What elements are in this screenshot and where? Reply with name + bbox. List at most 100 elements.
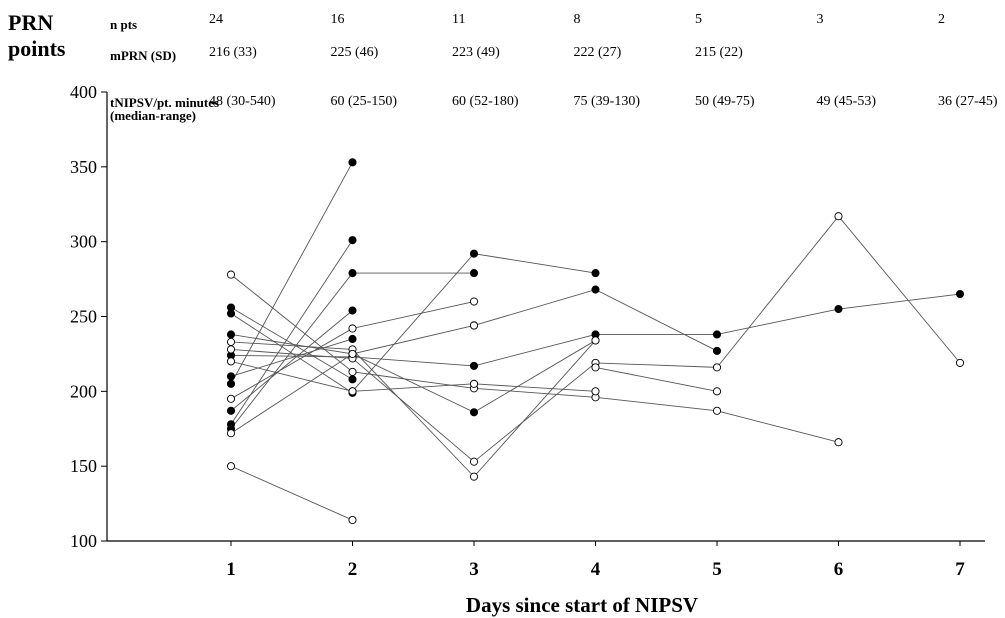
series-line-17 — [230, 360, 596, 392]
data-point-open — [712, 406, 722, 415]
data-point-filled — [834, 304, 843, 314]
series-line-12 — [230, 274, 839, 443]
data-point-open — [469, 379, 479, 388]
x-tick-label: 5 — [712, 559, 722, 580]
series-line-1 — [230, 162, 353, 385]
data-point-filled — [712, 330, 722, 339]
data-point-filled — [226, 303, 236, 312]
y-tick-label: 100 — [70, 531, 97, 551]
y-axis-title-line-2: points — [8, 36, 66, 61]
data-point-filled — [348, 236, 357, 245]
series-line-6 — [230, 313, 353, 394]
data-point-open — [469, 472, 479, 481]
row-label-n-pts: n pts — [110, 17, 138, 32]
data-point-open — [712, 387, 722, 396]
series-line-4 — [230, 310, 353, 412]
data-point-open — [348, 324, 357, 333]
data-point-open — [591, 336, 600, 345]
data-point-filled — [348, 158, 357, 167]
x-tick-label: 6 — [834, 559, 844, 580]
data-point-open — [348, 387, 357, 396]
x-axis-title: Days since start of NIPSV — [466, 593, 698, 617]
data-point-open — [226, 270, 236, 279]
table-cell: 8 — [573, 12, 581, 27]
data-point-open — [834, 438, 843, 447]
data-point-filled — [469, 249, 479, 258]
x-tick-label: 1 — [226, 559, 236, 580]
table-cell: 223 (49) — [452, 45, 500, 60]
row-label-tnipsv-text: tNIPSV/pt. minutes (median-range) — [110, 95, 220, 123]
data-point-open — [226, 429, 236, 438]
data-point-open — [469, 457, 479, 466]
data-point-open — [591, 387, 600, 396]
table-cell: 5 — [695, 12, 702, 27]
series-line-9 — [230, 334, 596, 413]
data-point-filled — [348, 269, 357, 278]
series-line-2 — [230, 239, 353, 425]
row-label-tnipsv: tNIPSV/pt. minutes (median-range) — [110, 96, 220, 122]
data-point-open — [591, 363, 600, 372]
y-tick-label: 400 — [70, 82, 97, 102]
y-axis-title: PRN points — [8, 10, 65, 62]
data-point-filled — [469, 408, 479, 417]
data-point-open — [226, 345, 236, 354]
series-line-19 — [595, 366, 718, 392]
data-point-open — [348, 515, 357, 525]
data-point-open — [469, 321, 479, 330]
table-cell: 215 (22) — [695, 45, 743, 60]
y-tick-label: 150 — [70, 456, 97, 476]
data-point-open — [955, 358, 965, 367]
y-axis-title-line-1: PRN — [8, 10, 54, 35]
data-point-filled — [469, 361, 479, 370]
series-line-8 — [230, 293, 961, 367]
x-tick-label: 4 — [591, 559, 601, 580]
data-point-open — [226, 394, 236, 403]
y-tick-label: 200 — [70, 381, 97, 401]
data-point-filled — [955, 289, 965, 299]
x-tick-label: 3 — [469, 559, 479, 580]
table-cell: 24 — [209, 12, 223, 27]
table-cell: 60 (52-180) — [452, 94, 519, 109]
data-point-open — [712, 363, 722, 372]
data-point-filled — [348, 334, 357, 344]
data-point-filled — [591, 269, 600, 278]
data-point-open — [834, 212, 843, 221]
data-point-filled — [226, 372, 236, 381]
x-tick-label: 2 — [348, 559, 358, 580]
data-point-filled — [348, 306, 357, 315]
data-point-filled — [348, 375, 357, 384]
table-cell: 2 — [938, 12, 945, 27]
table-cell: 49 (45-53) — [816, 94, 877, 109]
data-point-filled — [226, 379, 236, 388]
table-cell: 3 — [816, 12, 824, 27]
table-cell: 216 (33) — [209, 45, 257, 60]
table-cell: 16 — [330, 12, 345, 27]
y-tick-label: 300 — [70, 232, 97, 252]
data-point-filled — [226, 330, 236, 339]
data-point-open — [469, 297, 479, 306]
table-cell: 36 (27-45) — [938, 94, 998, 109]
table-cell: 225 (46) — [330, 45, 379, 60]
x-tick-label: 7 — [955, 559, 965, 580]
table-cell: 60 (25-150) — [330, 94, 398, 109]
data-point-open — [348, 367, 357, 376]
data-point-filled — [712, 346, 722, 355]
y-tick-label: 250 — [70, 307, 97, 327]
table-cell: 222 (27) — [573, 45, 622, 60]
series-line-16 — [230, 340, 596, 478]
series-line-5 — [230, 338, 353, 377]
data-point-filled — [469, 269, 479, 278]
series-line-13 — [230, 465, 353, 521]
table-cell: 75 (39-130) — [573, 94, 641, 109]
table-cell: 11 — [452, 12, 466, 27]
table-cell: 50 (49-75) — [695, 94, 755, 109]
row-label-mprn-text: mPRN (SD) — [110, 48, 177, 63]
y-tick-label: 350 — [70, 157, 97, 177]
row-label-mprn: mPRN (SD) — [110, 49, 190, 62]
table-cell: 48 (30-540) — [209, 94, 276, 109]
data-point-open — [226, 337, 236, 346]
data-point-filled — [226, 406, 236, 415]
data-point-open — [226, 357, 236, 366]
data-point-open — [348, 349, 357, 358]
